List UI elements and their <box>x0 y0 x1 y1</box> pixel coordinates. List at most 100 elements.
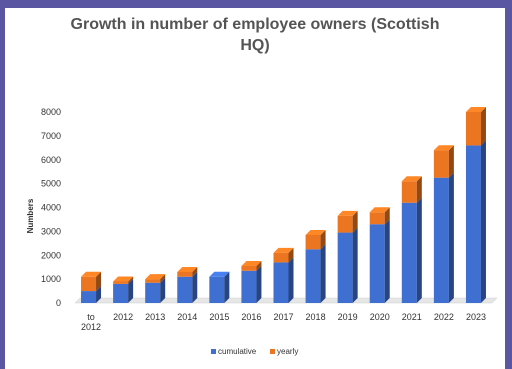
bar-side <box>480 140 486 303</box>
bar-top <box>145 274 166 280</box>
bar-side <box>160 274 166 283</box>
bar-front <box>81 291 97 303</box>
bar-front <box>305 249 321 303</box>
bar-front <box>465 112 481 146</box>
bar-side <box>128 278 134 303</box>
bar-segment-yearly <box>113 276 134 284</box>
bar-segment-yearly <box>177 266 198 277</box>
bar-side <box>256 265 262 303</box>
bar-top <box>81 271 102 277</box>
bar-segment-yearly <box>241 260 262 271</box>
bar-top <box>241 260 262 266</box>
x-tick-label: to 2012 <box>81 312 101 332</box>
y-tick-label: 8000 <box>41 107 61 117</box>
bar-segment-cumulative <box>273 257 294 303</box>
bar-segment-cumulative <box>241 265 262 303</box>
y-tick-label: 0 <box>56 298 61 308</box>
bar-segment-cumulative <box>305 244 326 303</box>
bar-side <box>288 257 294 303</box>
y-tick-label: 6000 <box>41 155 61 165</box>
bar-side <box>480 107 486 146</box>
bars-group <box>81 107 486 303</box>
x-axis: to 2012 2012 2013 2014 2015 2016 2017 2018 2019 20… <box>81 312 486 332</box>
bar-front <box>145 282 161 303</box>
bar-segment-yearly <box>433 145 454 178</box>
bar-top <box>369 207 390 213</box>
bar-top <box>177 266 198 272</box>
bar-front <box>369 212 385 225</box>
y-tick-label: 5000 <box>41 179 61 189</box>
bar-front <box>209 276 225 303</box>
bar-segment-yearly <box>305 229 326 250</box>
bar-front <box>177 276 193 303</box>
y-axis-title: Numbers <box>26 198 35 233</box>
bar-side <box>352 227 358 303</box>
bar-front <box>273 262 289 303</box>
chart-title: Growth in number of employee owners (Sco… <box>5 14 505 56</box>
bar-front <box>145 279 161 283</box>
bar-front <box>113 283 129 303</box>
x-tick-label: 2012 <box>113 312 133 322</box>
bar-side <box>96 271 102 292</box>
chart-panel: Growth in number of employee owners (Sco… <box>5 8 505 369</box>
bar-front <box>177 271 193 277</box>
bar-side <box>448 172 454 303</box>
x-tick-label: 2015 <box>209 312 229 322</box>
chart-title-line-1: Growth in number of employee owners (Sco… <box>70 16 440 33</box>
bar-top <box>113 276 134 282</box>
bar-segment-yearly <box>369 207 390 225</box>
x-tick-label: 2023 <box>466 312 486 322</box>
bar-segment-cumulative <box>177 271 198 303</box>
y-tick-label: 7000 <box>41 131 61 141</box>
bar-front <box>81 276 97 292</box>
x-tick-label: 2020 <box>370 312 390 322</box>
bar-segment-cumulative <box>369 219 390 303</box>
bar-front <box>113 281 129 284</box>
legend-swatch-yearly <box>270 349 275 354</box>
bar-segment-cumulative <box>209 271 230 303</box>
bar-side <box>160 277 166 303</box>
x-tick-label: 2013 <box>145 312 165 322</box>
bar-front <box>369 224 385 303</box>
bar-front <box>273 252 289 263</box>
bar-side <box>416 176 422 203</box>
bar-side <box>256 260 262 271</box>
bar-side <box>224 271 230 303</box>
bar-segment-cumulative <box>145 277 166 303</box>
bar-segment-yearly <box>337 210 358 233</box>
bar-top <box>401 176 422 182</box>
bar-front <box>241 270 257 303</box>
bar-side <box>384 207 390 225</box>
bar-front <box>401 202 417 303</box>
x-tick-label: 2019 <box>338 312 358 322</box>
bar-segment-yearly <box>145 274 166 283</box>
bar-segment-cumulative <box>401 197 422 303</box>
bar-front <box>401 181 417 203</box>
x-tick-label: 2016 <box>241 312 261 322</box>
legend-swatch-cumulative <box>211 349 216 354</box>
bar-top <box>465 107 486 112</box>
bar-front <box>305 234 321 250</box>
y-tick-label: 2000 <box>41 250 61 260</box>
bar-top <box>433 145 454 151</box>
legend-label-yearly: yearly <box>277 347 298 356</box>
bar-front <box>465 145 481 303</box>
bar-top <box>273 247 294 253</box>
bar-side <box>128 276 134 284</box>
bar-side <box>320 244 326 303</box>
y-tick-label: 1000 <box>41 274 61 284</box>
y-tick-label: 3000 <box>41 226 61 236</box>
bar-segment-cumulative <box>337 227 358 303</box>
bar-segment-cumulative <box>465 140 486 303</box>
bar-side <box>288 247 294 263</box>
bar-front <box>337 215 353 233</box>
bar-segment-yearly <box>81 271 102 292</box>
y-tick-label: 4000 <box>41 203 61 213</box>
bar-top <box>209 271 230 277</box>
x-tick-label: 2021 <box>402 312 422 322</box>
bar-front <box>337 232 353 303</box>
bar-side <box>96 286 102 303</box>
bar-segment-yearly <box>273 247 294 263</box>
bar-top <box>337 210 358 216</box>
legend: cumulative yearly <box>211 347 298 356</box>
